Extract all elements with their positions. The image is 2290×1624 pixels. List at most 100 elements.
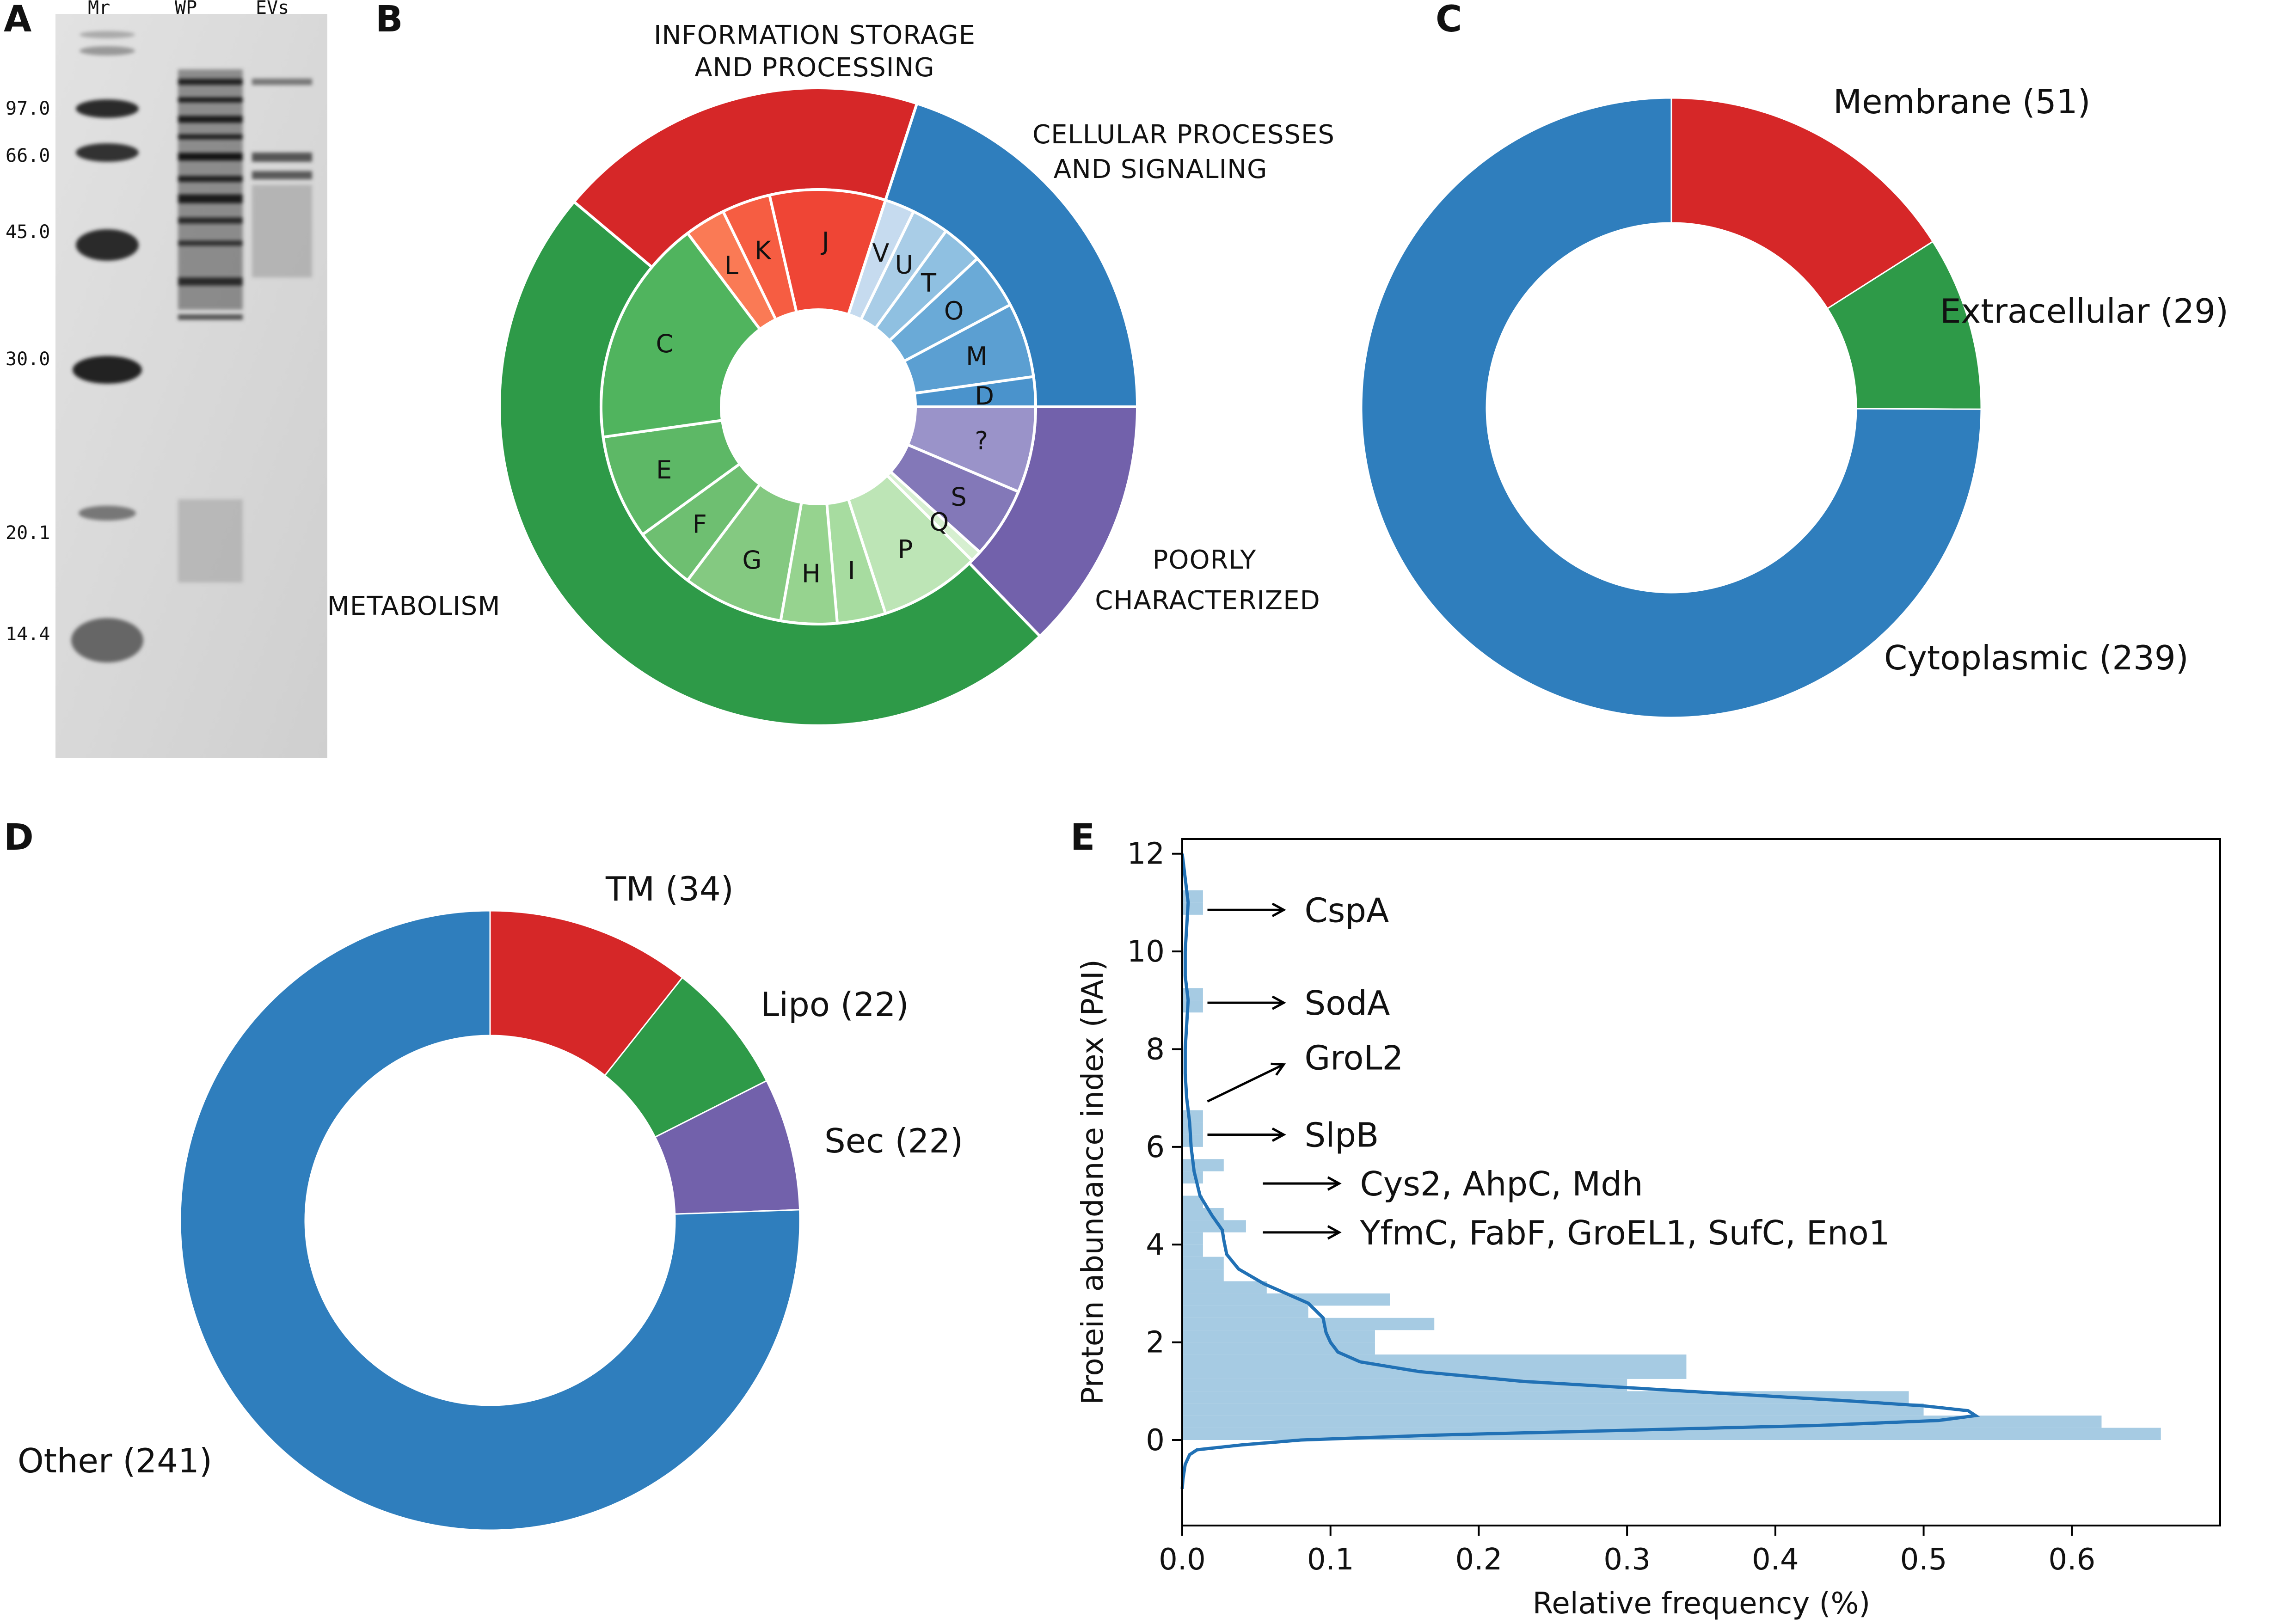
gel-marker-label: 97.0 (6, 98, 50, 119)
histogram-bar (1182, 1110, 1203, 1123)
y-tick-label: 2 (1146, 1326, 1165, 1360)
histogram-bar (1182, 1342, 1375, 1355)
panel-d-letter: D (4, 817, 34, 858)
cog-inner-label: P (898, 535, 913, 564)
gel-panel: Mr WP EVs 97.0 66.0 45.0 30.0 20.1 14.4 (6, 0, 327, 758)
cog-center-hole (721, 310, 915, 504)
y-tick-label: 10 (1127, 935, 1165, 969)
gel-marker-label: 45.0 (6, 221, 50, 243)
histogram-bar (1182, 902, 1203, 915)
y-axis-title: Protein abundance index (PAI) (1076, 959, 1110, 1405)
y-tick-label: 12 (1127, 837, 1165, 871)
histogram-bar (1182, 1305, 1308, 1318)
y-tick-label: 8 (1146, 1032, 1165, 1066)
cog-inner-label: J (821, 227, 829, 256)
y-axis: 0 2 4 6 8 10 12 (1127, 837, 1182, 1458)
annotation-label: SlpB (1305, 1115, 1379, 1154)
gel-marker-label: 20.1 (6, 522, 50, 544)
histogram-bar (1182, 1318, 1435, 1330)
cog-inner-label: V (872, 239, 889, 268)
histogram-bar (1182, 1122, 1203, 1135)
cog-inner-label: U (895, 250, 914, 279)
annotation-label: Cys2, AhpC, Mdh (1360, 1164, 1643, 1203)
histogram-bar (1182, 1000, 1203, 1013)
cog-inner-label: K (755, 236, 772, 265)
x-axis-title: Relative frequency (%) (1533, 1587, 1871, 1621)
annotations: CspA SodA GroL2 SlpB Cys2, AhpC, Mdh YfmC, Fa… (1207, 891, 1890, 1252)
cog-inner-label: ? (975, 426, 988, 455)
panel-c-letter: C (1436, 0, 1462, 40)
plot-frame (1181, 838, 2221, 1526)
donut-slice-other (179, 910, 801, 1531)
histogram-bar (1182, 1379, 1627, 1391)
gel-marker-label: 30.0 (6, 349, 50, 370)
cog-inner-label: O (944, 296, 964, 325)
signal-donut: TM (34) Lipo (22) Sec (22) Other (241) (18, 870, 963, 1531)
cog-category-label: METABOLISM (327, 591, 501, 621)
cog-category-label: AND SIGNALING (1054, 154, 1268, 184)
y-tick-label: 4 (1146, 1228, 1165, 1262)
x-tick-label: 0.6 (2048, 1543, 2095, 1577)
donut-label-lipo: Lipo (22) (761, 985, 909, 1024)
annotation-arrowhead (1271, 995, 1286, 1010)
histogram-bar (1182, 1293, 1390, 1306)
histogram-bar (1182, 1330, 1375, 1342)
cog-inner-label: L (724, 251, 738, 280)
annotation-arrowhead (1327, 1176, 1342, 1191)
donut-slice-cytoplasmic (1361, 97, 1982, 718)
cog-category-label: CELLULAR PROCESSES (1032, 120, 1335, 150)
donut-label-membrane: Membrane (51) (1833, 82, 2091, 121)
cog-inner-label: G (743, 545, 762, 575)
cog-inner-label: T (921, 268, 937, 297)
cog-category-label: CHARACTERIZED (1095, 586, 1320, 616)
histogram-bar (1182, 1244, 1203, 1257)
histogram-bars (1182, 890, 2161, 1440)
gel-lane-mr (71, 31, 143, 662)
x-tick-label: 0.3 (1603, 1543, 1651, 1577)
x-tick-label: 0.1 (1307, 1543, 1354, 1577)
histogram-bar (1182, 1269, 1224, 1281)
density-curve (1180, 853, 1980, 1489)
cog-category-label: INFORMATION STORAGE (654, 20, 976, 50)
cog-inner-label: F (693, 509, 707, 539)
cog-inner-label: D (975, 381, 994, 411)
annotation-label: SodA (1305, 984, 1390, 1023)
gel-marker-label: 14.4 (6, 624, 50, 645)
cog-outer-ring (498, 86, 1139, 727)
x-tick-label: 0.2 (1455, 1543, 1503, 1577)
cog-inner-label: Q (929, 508, 949, 537)
cog-inner-label: C (656, 329, 674, 358)
gel-lane-label-wp: WP (175, 0, 197, 18)
annotation-arrowhead (1271, 902, 1286, 917)
cog-inner-label: S (951, 482, 966, 511)
y-tick-label: 0 (1146, 1423, 1165, 1458)
donut-label-cytoplasmic: Cytoplasmic (239) (1884, 638, 2189, 677)
annotation-label: YfmC, FabF, GroEL1, SufC, Eno1 (1360, 1213, 1890, 1252)
cog-category-label: POORLY (1153, 545, 1257, 575)
cog-inner-label: H (802, 559, 821, 588)
gel-lane-evs (252, 79, 312, 277)
gel-marker-label: 66.0 (6, 145, 50, 166)
donut-label-other: Other (241) (18, 1441, 212, 1480)
annotation-arrowhead (1271, 1127, 1286, 1142)
histogram-bar (1182, 1171, 1203, 1184)
histogram-bar (1182, 1159, 1224, 1171)
donut-slice-membrane (1670, 97, 1934, 310)
x-tick-label: 0.5 (1900, 1543, 1947, 1577)
cog-inner-label: I (848, 556, 855, 585)
donut-label-sec: Sec (22) (824, 1121, 963, 1160)
annotation-label: CspA (1305, 891, 1389, 930)
histogram-bar (1182, 1232, 1203, 1245)
panel-e-letter: E (1070, 817, 1095, 858)
donut-label-extracellular: Extracellular (29) (1940, 292, 2229, 331)
annotation-arrowhead (1327, 1225, 1342, 1240)
gel-lane-label-mr: Mr (88, 0, 110, 18)
cog-inner-label: E (656, 455, 672, 484)
annotation-arrow (1207, 1063, 1284, 1103)
gel-lane-wp (178, 69, 243, 582)
histogram-bar (1182, 1207, 1224, 1220)
cog-category-label: AND PROCESSING (694, 53, 934, 83)
gel-lane-label-evs: EVs (256, 0, 289, 18)
